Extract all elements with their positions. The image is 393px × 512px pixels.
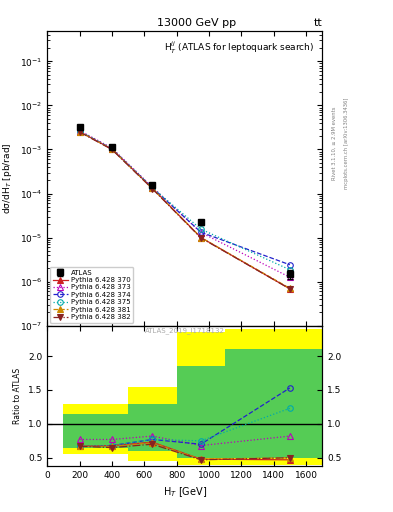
Text: tt: tt	[314, 18, 322, 28]
Text: ATLAS_2019_I1718132: ATLAS_2019_I1718132	[145, 327, 225, 334]
Text: H$_T^{jj}$ (ATLAS for leptoquark search): H$_T^{jj}$ (ATLAS for leptoquark search)	[164, 39, 314, 56]
Text: Rivet 3.1.10, ≥ 2.9M events: Rivet 3.1.10, ≥ 2.9M events	[332, 106, 337, 180]
Text: 13000 GeV pp: 13000 GeV pp	[157, 18, 236, 28]
Text: mcplots.cern.ch [arXiv:1306.3436]: mcplots.cern.ch [arXiv:1306.3436]	[344, 98, 349, 189]
Y-axis label: dσ/dH$_T$ [pb/rad]: dσ/dH$_T$ [pb/rad]	[1, 142, 14, 214]
Y-axis label: Ratio to ATLAS: Ratio to ATLAS	[13, 368, 22, 424]
X-axis label: H$_T$ [GeV]: H$_T$ [GeV]	[163, 485, 207, 499]
Legend: ATLAS, Pythia 6.428 370, Pythia 6.428 373, Pythia 6.428 374, Pythia 6.428 375, P: ATLAS, Pythia 6.428 370, Pythia 6.428 37…	[50, 267, 133, 323]
